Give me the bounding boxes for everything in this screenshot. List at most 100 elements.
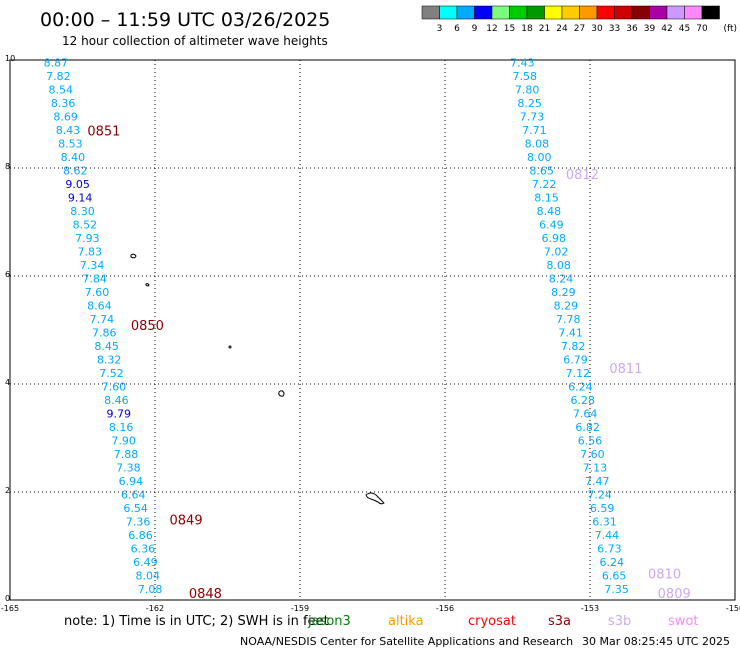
wave-height-value: 7.38: [116, 461, 141, 474]
color-scale-label: 70: [696, 24, 708, 34]
pass-time-label: 0809: [658, 587, 691, 602]
footer-date: 30 Mar 08:25:45 UTC 2025: [582, 635, 730, 648]
wave-height-value: 7.90: [111, 434, 136, 447]
wave-height-value: 8.45: [94, 340, 119, 353]
color-swatch: [596, 5, 615, 20]
wave-height-value: 6.24: [568, 380, 593, 393]
wave-height-value: 7.60: [102, 380, 127, 393]
pass-time-label: 0849: [170, 513, 203, 528]
wave-height-value: 7.93: [75, 232, 100, 245]
wave-height-value: 8.29: [551, 286, 576, 299]
y-tick-label: 10: [5, 54, 15, 63]
color-swatch: [439, 5, 458, 20]
color-swatch: [561, 5, 580, 20]
wave-height-value: 8.48: [537, 205, 562, 218]
chart-title: 00:00 – 11:59 UTC 03/26/2025: [40, 9, 330, 31]
x-tick-label: -165: [1, 604, 19, 613]
wave-height-value: 7.52: [99, 367, 124, 380]
wave-height-value: 8.65: [529, 164, 554, 177]
wave-height-value: 7.80: [515, 83, 540, 96]
satellite-legend-s3b: s3b: [608, 614, 631, 629]
wave-height-value: 8.00: [527, 151, 552, 164]
wave-height-value: 8.25: [517, 97, 542, 110]
footer-credit: NOAA/NESDIS Center for Satellite Applica…: [240, 635, 573, 648]
wave-height-value: 7.43: [510, 56, 535, 69]
wave-height-value: 9.14: [68, 191, 93, 204]
wave-height-value: 8.52: [73, 218, 98, 231]
color-scale-label: 42: [661, 24, 672, 34]
satellite-legend-jason3: jason3: [307, 614, 351, 629]
wave-height-value: 6.56: [578, 434, 603, 447]
x-axis-ticks: -165 -162 -159 -156 -153 -150: [1, 604, 740, 613]
wave-height-value: 8.46: [104, 394, 129, 407]
wave-height-value: 6.65: [602, 569, 627, 582]
pass-time-label: 0850: [131, 319, 164, 334]
wave-height-value: 8.08: [546, 259, 571, 272]
x-tick-label: -150: [726, 604, 740, 613]
color-scale-label: 12: [486, 24, 497, 34]
pass-time-label: 0851: [87, 125, 120, 140]
color-scale-label: 15: [504, 24, 515, 34]
color-scale-label: 39: [644, 24, 656, 34]
wave-height-value: 8.69: [53, 110, 78, 123]
color-swatch: [666, 5, 685, 20]
x-tick-label: -156: [436, 604, 454, 613]
wave-height-value: 8.36: [51, 97, 76, 110]
color-scale-label: 9: [472, 24, 478, 34]
wave-height-value: 7.74: [90, 313, 115, 326]
color-swatch: [631, 5, 650, 20]
color-scale-label: 33: [609, 24, 620, 34]
wave-height-value: 6.31: [592, 515, 617, 528]
wave-height-samples: 8.877.828.548.368.698.438.538.408.629.05…: [44, 56, 629, 595]
color-swatch: [579, 5, 598, 20]
wave-height-value: 7.78: [556, 313, 581, 326]
color-swatch: [526, 5, 545, 20]
satellite-legend: jason3 altika cryosat s3a s3b swot: [307, 614, 698, 629]
color-scale-label: 3: [437, 24, 443, 34]
y-tick-label: 0: [5, 594, 10, 603]
color-swatch: [614, 5, 633, 20]
x-tick-label: -162: [146, 604, 164, 613]
pass-time-label: 0810: [648, 567, 681, 582]
wave-height-value: 7.86: [92, 326, 117, 339]
wave-height-value: 9.05: [65, 178, 90, 191]
grid-lines: [10, 60, 735, 600]
y-tick-label: 8: [5, 162, 10, 171]
wave-height-value: 8.53: [58, 137, 83, 150]
color-scale-label: 30: [591, 24, 603, 34]
wave-height-value: 8.30: [70, 205, 95, 218]
wave-height-value: 7.82: [561, 340, 586, 353]
wave-height-value: 6.59: [590, 502, 615, 515]
wave-height-value: 8.16: [109, 421, 134, 434]
satellite-legend-cryosat: cryosat: [468, 614, 516, 629]
satellite-legend-altika: altika: [388, 614, 424, 629]
wave-height-value: 7.60: [85, 286, 110, 299]
wave-height-value: 6.79: [563, 353, 588, 366]
color-scale-label: 36: [626, 24, 638, 34]
color-swatch: [544, 5, 563, 20]
wave-height-value: 6.64: [121, 488, 146, 501]
wave-height-value: 8.40: [61, 151, 86, 164]
wave-height-value: 8.62: [63, 164, 88, 177]
wave-height-value: 7.82: [46, 70, 71, 83]
wave-height-value: 8.43: [56, 124, 81, 137]
wave-height-value: 7.12: [566, 367, 591, 380]
wave-height-value: 6.49: [133, 556, 158, 569]
wave-height-value: 9.79: [107, 407, 132, 420]
wave-height-value: 8.32: [97, 353, 122, 366]
wave-height-value: 7.24: [587, 488, 612, 501]
satellite-legend-s3a: s3a: [548, 614, 571, 629]
wave-height-value: 7.73: [520, 110, 545, 123]
wave-height-value: 7.34: [80, 259, 105, 272]
color-swatch: [456, 5, 475, 20]
wave-height-value: 6.24: [600, 556, 625, 569]
units-note: note: 1) Time is in UTC; 2) SWH is in fe…: [64, 614, 329, 629]
color-swatch: [421, 5, 440, 20]
coastline-islands: [130, 253, 385, 505]
color-swatch: [649, 5, 668, 20]
color-swatch: [474, 5, 493, 20]
wave-height-value: 8.04: [136, 569, 161, 582]
pass-time-labels: 0851 0850 0849 0848 0812 0811 0810 0809: [87, 125, 690, 602]
color-swatch: [509, 5, 528, 20]
